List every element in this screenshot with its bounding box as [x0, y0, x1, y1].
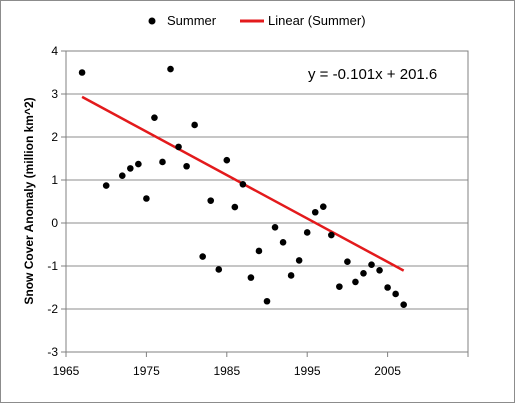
- data-point: [352, 278, 359, 286]
- data-point: [311, 208, 319, 216]
- data-point: [223, 156, 231, 164]
- x-tick-label: 2005: [374, 364, 401, 378]
- data-point: [135, 160, 142, 168]
- legend-label-linear: Linear (Summer): [268, 13, 366, 28]
- data-point: [207, 197, 215, 204]
- x-tick-label: 1965: [53, 364, 80, 378]
- x-tick-label: 1985: [213, 364, 240, 378]
- data-point: [279, 239, 287, 246]
- y-tick-label: 3: [51, 87, 58, 101]
- data-point: [167, 65, 174, 73]
- data-point: [400, 301, 407, 309]
- data-point: [384, 284, 391, 291]
- axis-ticks: -3 -2 -1 0 1 2 3 4 1965 1975 1985 1995 2005: [47, 44, 469, 378]
- x-tick-label: 1995: [294, 364, 321, 378]
- data-point: [215, 266, 223, 273]
- y-tick-label: 4: [51, 44, 58, 58]
- data-point: [118, 172, 126, 179]
- data-point: [360, 270, 367, 277]
- data-point: [287, 272, 295, 279]
- data-point: [231, 203, 239, 211]
- data-point: [191, 121, 198, 129]
- y-tick-label: -2: [47, 302, 58, 316]
- data-point: [271, 224, 279, 231]
- data-point: [319, 203, 327, 210]
- y-tick-label: -3: [47, 345, 58, 359]
- data-point: [127, 165, 134, 172]
- data-point: [336, 283, 343, 290]
- data-point: [295, 257, 303, 264]
- data-point: [183, 162, 190, 170]
- data-point: [392, 290, 399, 298]
- legend-label-summer: Summer: [167, 13, 217, 28]
- data-points: [78, 65, 407, 309]
- plot-area-border: [65, 50, 469, 353]
- data-point: [328, 231, 335, 239]
- data-point: [78, 69, 86, 76]
- y-axis-title: Snow Cover Anomaly (million km^2): [22, 97, 36, 304]
- x-tick-label: 1975: [133, 364, 160, 378]
- data-point: [303, 229, 311, 236]
- data-point: [175, 143, 182, 151]
- data-point: [344, 258, 351, 266]
- trendline-equation: y = -0.101x + 201.6: [308, 66, 437, 83]
- y-tick-label: 1: [51, 173, 58, 187]
- data-point: [159, 158, 166, 166]
- data-point: [247, 274, 255, 281]
- y-tick-label: -1: [47, 259, 58, 273]
- legend: Summer Linear (Summer): [148, 13, 366, 28]
- grid-lines: [66, 93, 468, 310]
- data-point: [102, 182, 110, 189]
- y-tick-label: 0: [51, 216, 58, 230]
- legend-marker-summer: [148, 17, 156, 25]
- data-point: [263, 297, 271, 305]
- data-point: [239, 181, 247, 188]
- data-point: [143, 195, 150, 202]
- data-point: [199, 253, 206, 260]
- data-point: [151, 114, 158, 121]
- y-tick-label: 2: [51, 130, 58, 144]
- data-point: [255, 247, 263, 255]
- data-point: [368, 261, 375, 269]
- data-point: [376, 267, 383, 274]
